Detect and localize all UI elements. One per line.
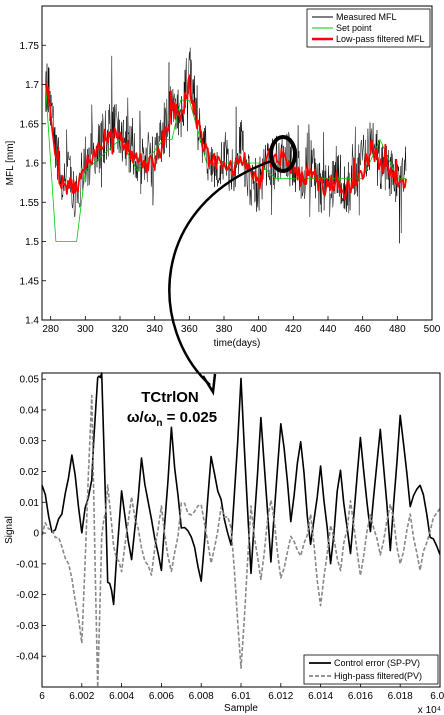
x-tick-label: 280	[42, 324, 59, 335]
x-tick-label: 320	[112, 324, 129, 335]
x-tick-label: 6.018	[388, 691, 413, 702]
annotation-formula-right: = 0.025	[162, 409, 217, 426]
x-tick-label: 380	[216, 324, 233, 335]
legend-label-control-error: Control error (SP-PV)	[334, 658, 420, 668]
y-tick-label: -0.03	[16, 621, 39, 632]
x-tick-label: 300	[77, 324, 94, 335]
annotation-formula: ω/ωn = 0.025	[127, 409, 217, 429]
y-tick-label: 0.01	[20, 498, 40, 509]
legend-label-measured: Measured MFL	[336, 12, 397, 22]
top-legend: Measured MFL Set point Low-pass filtered…	[306, 8, 431, 48]
bottom-x-axis-label: Sample	[224, 703, 258, 714]
top-x-axis-label: time(days)	[214, 338, 261, 349]
y-tick-label: -0.01	[16, 559, 39, 570]
x-tick-label: 6.012	[268, 691, 293, 702]
y-tick-label: 0.04	[20, 405, 40, 416]
x-tick-label: 6.016	[348, 691, 373, 702]
series-high-pass-filtered-pv	[41, 394, 441, 688]
legend-label-lowpass: Low-pass filtered MFL	[336, 34, 425, 44]
x-tick-label: 420	[285, 324, 302, 335]
legend-label-highpass: High-pass filtered(PV)	[334, 671, 422, 681]
x-tick-label: 340	[146, 324, 163, 335]
x-tick-label: 360	[181, 324, 198, 335]
bottom-chart	[41, 372, 441, 688]
x-tick-label: 480	[389, 324, 406, 335]
x-tick-label: 400	[250, 324, 267, 335]
x-tick-label: 6.004	[109, 691, 134, 702]
x-tick-label: 6.002	[69, 691, 94, 702]
y-tick-label: 1.7	[25, 80, 39, 91]
x-tick-label: 460	[354, 324, 371, 335]
annotation-formula-left: ω/ω	[127, 409, 157, 426]
x-tick-label: 6.006	[149, 691, 174, 702]
legend-label-setpoint: Set point	[336, 23, 372, 33]
x-tick-label: 6.008	[189, 691, 214, 702]
top-y-axis: 1.4 1.45 1.5 1.55 1.6 1.65 1.7 1.75	[20, 41, 46, 327]
bottom-y-axis-label: Signal	[4, 516, 15, 544]
x-tick-label: 440	[320, 324, 337, 335]
annotation-formula-sub: n	[156, 418, 162, 429]
y-tick-label: 1.75	[20, 41, 40, 52]
y-tick-label: 1.45	[20, 276, 40, 287]
x-tick-label: 6.014	[308, 691, 333, 702]
bottom-legend: Control error (SP-PV) High-pass filtered…	[303, 654, 439, 685]
bottom-y-axis: 0.05 0.04 0.03 0.02 0.01 0 -0.01 -0.02 -0.03 -0.0…	[16, 375, 46, 663]
y-tick-label: 1.65	[20, 119, 40, 130]
annotation-title: TCtrlON	[141, 389, 199, 406]
top-x-axis: 280 300 320 340 360 380 400 420 440 460 480 500	[42, 316, 441, 335]
x-tick-label: 500	[424, 324, 441, 335]
y-tick-label: -0.02	[16, 590, 39, 601]
y-tick-label: 0	[33, 529, 39, 540]
zoom-arrow	[168, 158, 275, 386]
y-tick-label: 0.03	[20, 436, 40, 447]
zoom-region-marker	[269, 135, 297, 173]
top-chart	[45, 47, 407, 244]
x-tick-label: 6.01	[231, 691, 251, 702]
x-tick-label: 6	[39, 691, 45, 702]
y-tick-label: -0.04	[16, 652, 39, 663]
series-measured-mfl	[45, 47, 407, 244]
bottom-legend-box	[303, 654, 439, 685]
top-y-axis-label: MFL [mm]	[5, 140, 16, 185]
x-tick-label: 6.02	[430, 691, 444, 702]
bottom-x-exponent: x 10⁴	[418, 705, 441, 715]
y-tick-label: 1.4	[25, 316, 39, 327]
y-tick-label: 0.05	[20, 375, 40, 386]
series-set-point	[45, 84, 406, 242]
y-tick-label: 1.5	[25, 237, 39, 248]
y-tick-label: 0.02	[20, 467, 40, 478]
y-tick-label: 1.6	[25, 159, 39, 170]
bottom-x-axis: 6 6.002 6.004 6.006 6.008 6.01 6.012 6.014 6.016…	[39, 683, 444, 702]
y-tick-label: 1.55	[20, 198, 40, 209]
zoom-arrow-head	[201, 373, 217, 396]
series-control-error-sp-pv	[41, 372, 441, 606]
series-low-pass-filtered-mfl	[45, 74, 407, 201]
